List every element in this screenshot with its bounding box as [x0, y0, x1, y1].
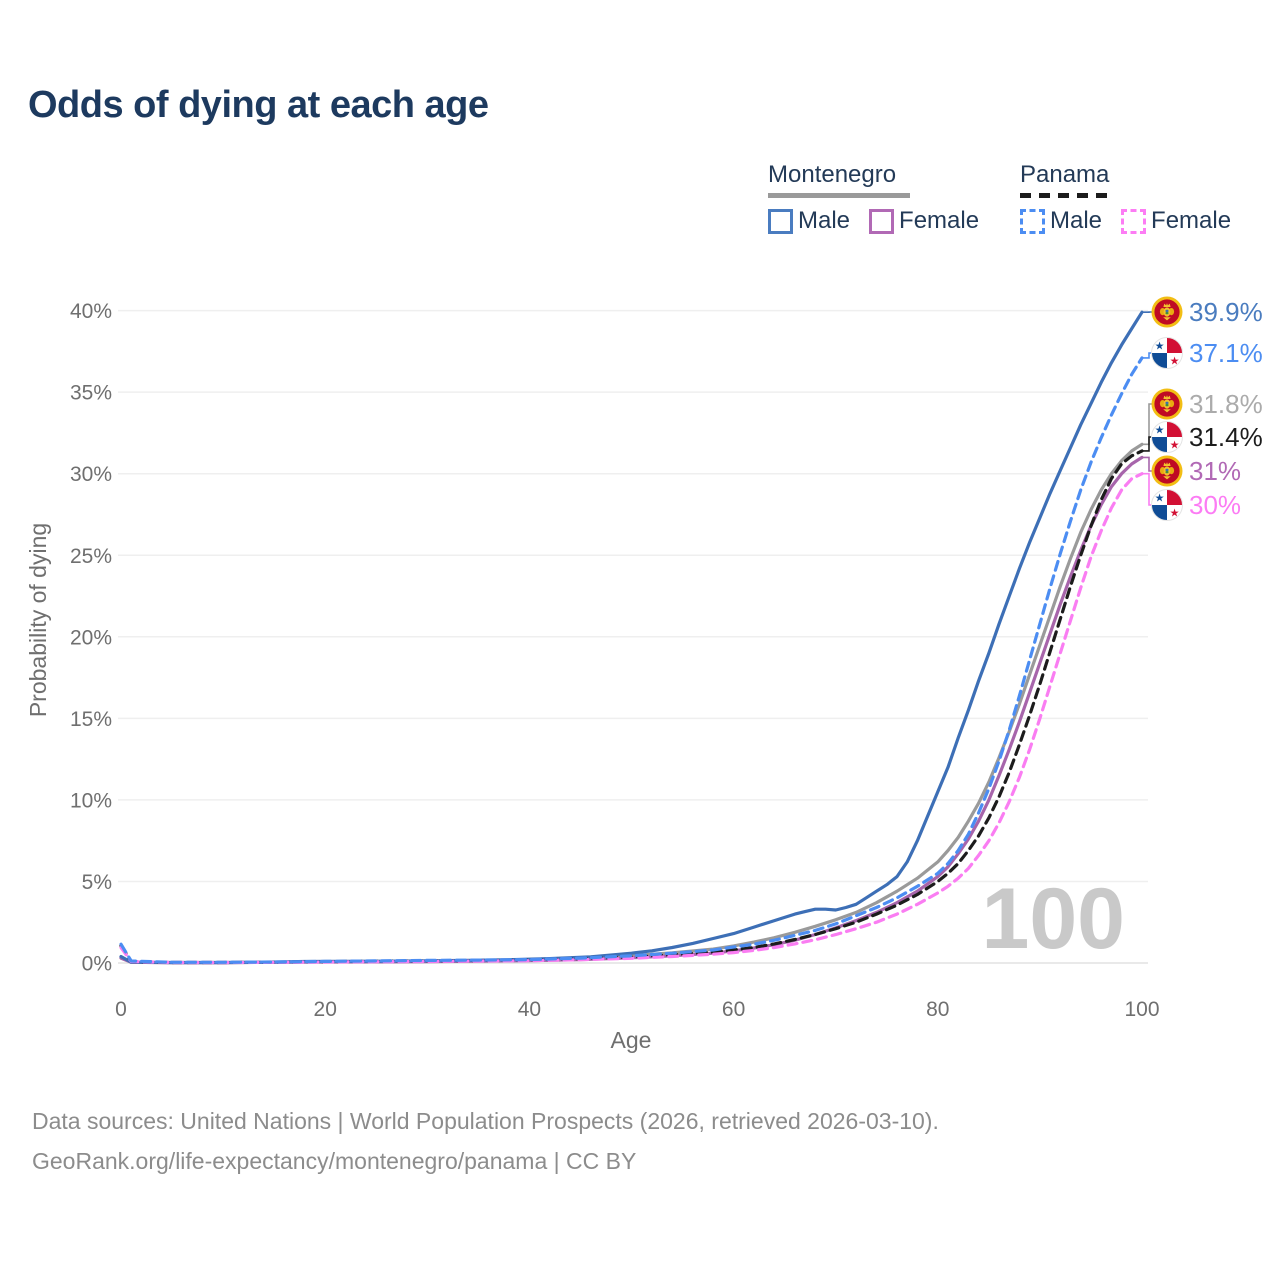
x-axis-tick-label: 80 [926, 998, 949, 1021]
x-axis-title: Age [611, 1027, 652, 1053]
montenegro-flag-icon [1151, 455, 1183, 487]
label-leader-line [1142, 472, 1153, 506]
y-axis-tick-label: 20% [70, 626, 112, 649]
x-axis-tick-label: 20 [314, 998, 337, 1021]
y-axis-tick-label: 25% [70, 545, 112, 568]
attribution-note: GeoRank.org/life-expectancy/montenegro/p… [32, 1148, 637, 1174]
end-value-label: 37.1% [1189, 338, 1263, 368]
x-axis-tick-label: 40 [518, 998, 541, 1021]
montenegro-flag-icon [1151, 388, 1183, 420]
legend-item-panama-female[interactable]: Female [1121, 207, 1231, 235]
y-axis-tick-label: 5% [82, 871, 112, 894]
end-value-label: 31.8% [1189, 389, 1263, 419]
label-leader-line [1142, 403, 1153, 446]
x-axis-tick-label: 100 [1124, 998, 1159, 1021]
legend-item-label: Male [798, 207, 851, 234]
panama-flag-icon [1151, 421, 1183, 453]
age-watermark: 100 [982, 871, 1126, 967]
legend-group-montenegro: Montenegro Male Female [768, 162, 979, 235]
legend-group-title-montenegro[interactable]: Montenegro [768, 161, 897, 188]
page-title: Odds of dying at each age [28, 84, 489, 126]
x-axis-tick-label: 0 [115, 998, 127, 1021]
legend-item-panama-male[interactable]: Male [1020, 207, 1102, 235]
end-value-label: 39.9% [1189, 297, 1263, 327]
panama-female-swatch-icon [1121, 208, 1147, 234]
legend-item-montenegro-female[interactable]: Female [869, 207, 979, 235]
end-value-label: 31.4% [1189, 422, 1263, 452]
y-axis-tick-label: 15% [70, 708, 112, 731]
y-axis-tick-label: 35% [70, 382, 112, 405]
legend-group-title-panama[interactable]: Panama [1020, 161, 1110, 188]
end-value-label: 30% [1189, 490, 1241, 520]
montenegro-male-swatch-icon [768, 208, 793, 234]
end-value-label: 31% [1189, 456, 1241, 486]
panama-flag-icon [1151, 489, 1183, 521]
y-axis-tick-label: 30% [70, 463, 112, 486]
data-source-note: Data sources: United Nations | World Pop… [32, 1108, 939, 1134]
panama-male-swatch-icon [1020, 208, 1045, 234]
line-panama-male [119, 356, 1144, 964]
panama-total-line-key [1020, 193, 1112, 198]
montenegro-flag-icon [1151, 296, 1183, 328]
label-leader-line [1142, 456, 1153, 472]
legend-item-label: Female [1151, 207, 1232, 234]
legend-item-montenegro-male[interactable]: Male [768, 207, 850, 235]
x-axis-tick-label: 60 [722, 998, 745, 1021]
legend-group-panama: Panama Male Female [1020, 162, 1231, 235]
legend-item-label: Male [1050, 207, 1103, 234]
montenegro-total-line-key [768, 193, 910, 198]
legend-item-label: Female [899, 207, 980, 234]
y-axis-tick-label: 10% [70, 789, 112, 812]
panama-flag-icon [1151, 337, 1183, 369]
y-axis-title: Probability of dying [25, 523, 51, 717]
y-axis-tick-label: 0% [82, 953, 112, 976]
montenegro-female-swatch-icon [869, 208, 895, 234]
y-axis-tick-label: 40% [70, 300, 112, 323]
